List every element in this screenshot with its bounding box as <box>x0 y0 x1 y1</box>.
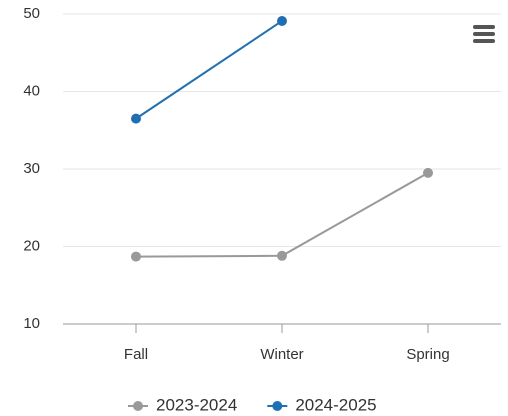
data-point <box>423 167 433 178</box>
y-tick-label: 30 <box>23 160 40 177</box>
legend: 2023-2024 2024-2025 <box>128 395 377 414</box>
x-tick-label: Winter <box>260 346 303 363</box>
series-line <box>135 20 283 120</box>
legend-symbol <box>133 401 143 411</box>
series-line <box>135 172 429 258</box>
menu-bar[interactable] <box>473 25 495 29</box>
y-tick-label: 40 <box>23 82 40 99</box>
data-point <box>131 113 141 124</box>
menu-bar[interactable] <box>473 39 495 43</box>
data-point <box>277 15 287 26</box>
legend-symbol <box>272 401 283 411</box>
menu-bar[interactable] <box>473 32 495 36</box>
x-tick-label: Fall <box>124 346 148 363</box>
menu-button[interactable] <box>473 25 495 43</box>
legend-label: 2023-2024 <box>156 395 237 414</box>
legend-label: 2024-2025 <box>295 395 376 414</box>
x-tick-label: Spring <box>406 346 449 363</box>
y-tick-label: 20 <box>23 237 40 254</box>
data-point <box>277 250 287 261</box>
data-point <box>131 251 141 262</box>
y-tick-label: 10 <box>23 315 40 332</box>
y-tick-label: 50 <box>23 5 40 22</box>
